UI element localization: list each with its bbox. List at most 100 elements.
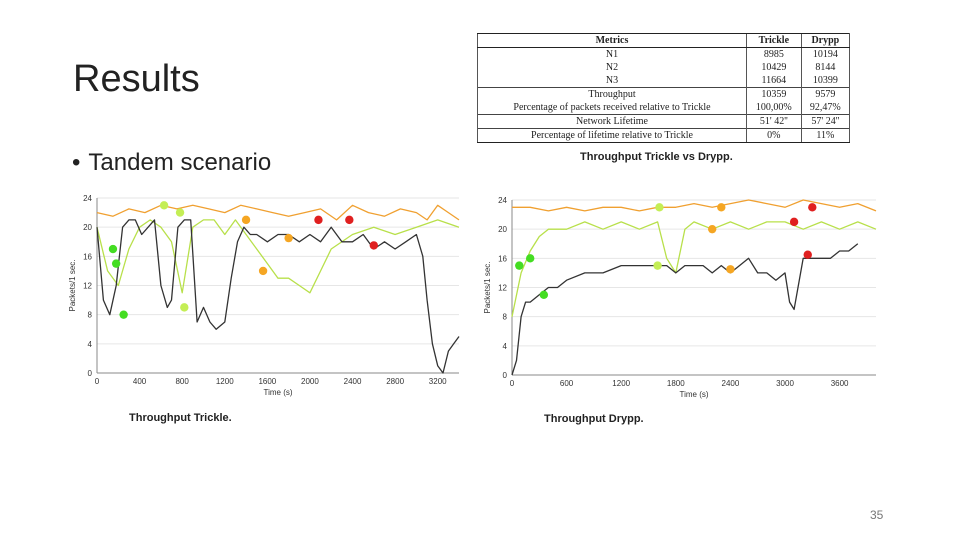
table-row: N1 8985 10194 (477, 47, 851, 61)
table-cell: 8144 (800, 61, 851, 74)
event-marker (119, 310, 128, 319)
series-line-green (511, 221, 877, 317)
table-cell: 10399 (800, 74, 851, 88)
y-axis-label: Packets/1 sec. (68, 259, 77, 311)
event-marker (175, 208, 185, 217)
y-tick-label: 4 (503, 342, 508, 351)
table-row: Percentage of lifetime relative to Trick… (477, 128, 851, 143)
table-cell: Network Lifetime (477, 114, 747, 129)
series-line-orange (512, 199, 877, 212)
event-marker (655, 203, 664, 212)
table-header-cell: Drypp (800, 33, 851, 48)
trickle-throughput-chart: 0 4 8 12 16 20 24 0 400 800 1200 1600 2000 2400 2800 32… (68, 194, 460, 397)
y-tick-label: 20 (83, 223, 92, 232)
table-cell: Percentage of lifetime relative to Trick… (477, 128, 747, 143)
y-tick-label: 16 (498, 254, 507, 263)
y-tick-label: 0 (503, 371, 508, 380)
y-tick-label: 8 (88, 311, 93, 320)
x-tick-label: 600 (560, 379, 574, 388)
table-cell: 57' 24'' (800, 114, 851, 129)
table-row: N3 11664 10399 (477, 74, 851, 88)
table-row: Network Lifetime 51' 42'' 57' 24'' (477, 114, 851, 129)
event-marker (345, 215, 354, 225)
table-cell: 9579 (800, 87, 851, 101)
y-tick-label: 24 (83, 194, 92, 203)
page-number: 35 (870, 508, 884, 522)
x-tick-label: 0 (95, 377, 100, 386)
table-row: N2 10429 8144 (477, 61, 851, 74)
event-marker (717, 203, 726, 212)
table-cell: N1 (477, 47, 747, 61)
event-marker (258, 266, 268, 276)
table-cell: 0% (746, 128, 802, 143)
table-cell: Percentage of packets received relative … (477, 101, 747, 115)
event-marker (803, 250, 812, 259)
series-line-green (96, 219, 460, 294)
caption-trickle: Throughput Trickle. (129, 412, 232, 424)
caption-drypp: Throughput Drypp. (544, 413, 644, 425)
y-tick-label: 0 (88, 369, 93, 378)
table-cell: N2 (477, 61, 747, 74)
table-cell: 92,47% (800, 101, 851, 115)
table-row: Throughput 10359 9579 (477, 87, 851, 101)
x-tick-label: 1800 (667, 379, 685, 388)
bullet-text: Tandem scenario (88, 149, 272, 176)
event-marker (515, 261, 524, 270)
event-marker (314, 215, 323, 225)
event-marker (539, 290, 549, 299)
table-cell: 8985 (746, 47, 802, 61)
table-row: Percentage of packets received relative … (477, 101, 851, 115)
table-cell: 10359 (746, 87, 802, 101)
event-marker (369, 241, 379, 250)
caption-compare: Throughput Trickle vs Drypp. (580, 151, 733, 163)
table-cell: 10194 (800, 47, 851, 61)
bullet-item: • Tandem scenario (72, 149, 271, 177)
x-tick-label: 0 (510, 379, 515, 388)
y-axis-label: Packets/1 sec. (483, 261, 492, 313)
slide-title: Results (73, 58, 200, 100)
event-marker (159, 201, 169, 210)
event-marker (789, 217, 799, 227)
y-tick-label: 8 (503, 313, 508, 322)
event-marker (108, 244, 118, 254)
x-tick-label: 1200 (612, 379, 630, 388)
event-marker (653, 261, 662, 270)
bullet-symbol: • (72, 149, 81, 176)
drypp-throughput-chart: 0 4 8 12 16 20 24 0 600 1200 1800 2400 3000 3600 Time … (483, 196, 877, 399)
table-cell: N3 (477, 74, 747, 88)
y-tick-label: 4 (88, 340, 93, 349)
table-cell: 51' 42'' (746, 114, 802, 129)
x-tick-label: 3000 (776, 379, 794, 388)
table-cell: 100,00% (746, 101, 802, 115)
series-line-black (511, 243, 859, 376)
x-tick-label: 3600 (831, 379, 849, 388)
event-marker (284, 233, 293, 243)
x-tick-label: 2400 (344, 377, 362, 386)
x-tick-label: 800 (175, 377, 189, 386)
table-cell: 10429 (746, 61, 802, 74)
series-line-black (96, 219, 460, 374)
x-tick-label: 2400 (722, 379, 740, 388)
event-marker (180, 303, 189, 312)
y-tick-label: 12 (83, 282, 92, 291)
table-header-cell: Trickle (746, 33, 802, 48)
y-tick-label: 12 (498, 284, 507, 293)
table-header-cell: Metrics (477, 33, 747, 48)
event-marker (526, 254, 535, 263)
y-tick-label: 20 (498, 225, 507, 234)
series-line-orange (96, 204, 460, 221)
table-cell: 11% (800, 128, 851, 143)
x-tick-label: 2800 (386, 377, 404, 386)
x-tick-label: 400 (133, 377, 147, 386)
table-header-row: Metrics Trickle Drypp (477, 33, 851, 48)
x-tick-label: 3200 (429, 377, 447, 386)
x-axis-label: Time (s) (679, 390, 708, 399)
y-tick-label: 16 (83, 252, 92, 261)
x-axis-label: Time (s) (263, 388, 292, 397)
event-marker (808, 203, 817, 212)
x-tick-label: 1600 (258, 377, 276, 386)
x-tick-label: 1200 (216, 377, 234, 386)
metrics-table: Metrics Trickle Drypp N1 8985 10194 N2 10429… (477, 33, 851, 143)
table-cell: 11664 (746, 74, 802, 88)
event-marker (726, 265, 735, 274)
